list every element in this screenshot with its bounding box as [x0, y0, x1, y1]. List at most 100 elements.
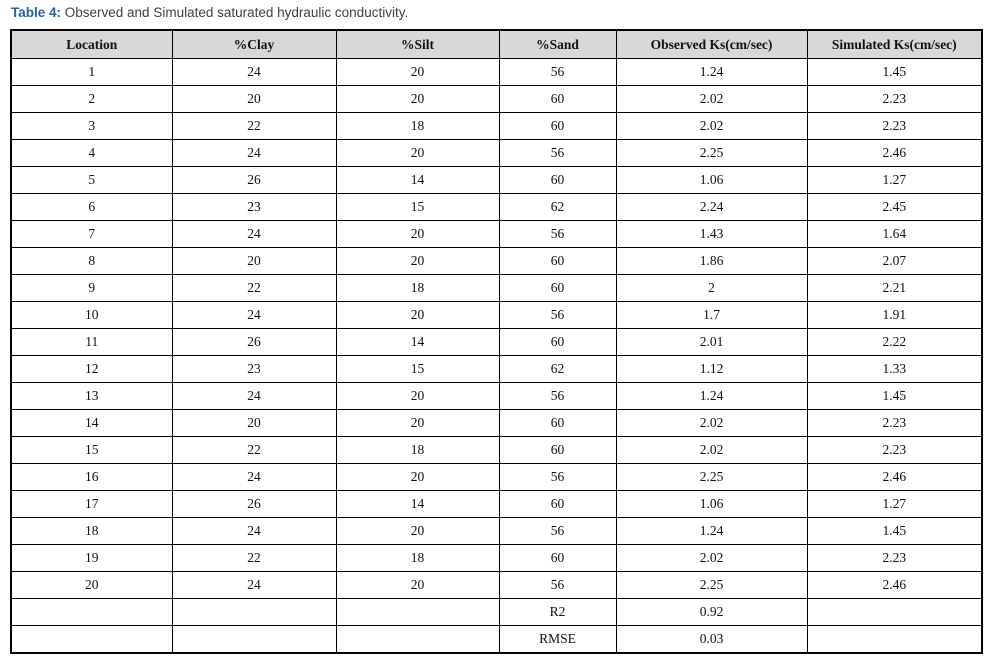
table-cell: 1.06 — [615, 166, 808, 194]
table-cell: 24 — [171, 463, 337, 491]
column-header: %Silt — [335, 29, 500, 59]
table-cell: 2.23 — [806, 112, 983, 140]
table-cell: 5 — [10, 166, 173, 194]
table-caption-label: Table 4: — [11, 5, 62, 20]
table-cell: 2.46 — [806, 139, 983, 167]
table-row: RMSE 0.03 — [10, 625, 983, 654]
table-cell: 24 — [171, 382, 337, 410]
table-cell: 1.24 — [615, 382, 808, 410]
table-cell: 20 — [335, 571, 500, 599]
table-cell: 2.46 — [806, 571, 983, 599]
table-cell: 17 — [10, 490, 173, 518]
table-row: 18 24 20 56 1.24 1.45 — [10, 517, 983, 545]
table-cell: 24 — [171, 220, 337, 248]
table-cell: 60 — [498, 409, 617, 437]
table-row: 7 24 20 56 1.43 1.64 — [10, 220, 983, 248]
table-cell: 26 — [171, 490, 337, 518]
table-cell: 2.02 — [615, 436, 808, 464]
table-cell: 2.46 — [806, 463, 983, 491]
table-cell: 56 — [498, 58, 617, 86]
table-cell: 1.7 — [615, 301, 808, 329]
table-row: 17 26 14 60 1.06 1.27 — [10, 490, 983, 518]
table-row: 15 22 18 60 2.02 2.23 — [10, 436, 983, 464]
table-cell: 4 — [10, 139, 173, 167]
table-cell: 0.92 — [615, 598, 808, 626]
table-cell: 19 — [10, 544, 173, 572]
table-cell: 2.23 — [806, 436, 983, 464]
table-cell: 15 — [10, 436, 173, 464]
table-cell: 24 — [171, 571, 337, 599]
table-cell — [171, 598, 337, 626]
table-cell: 6 — [10, 193, 173, 221]
table-caption: Table 4: Observed and Simulated saturate… — [11, 4, 985, 22]
table-cell — [171, 625, 337, 654]
table-cell: 20 — [335, 301, 500, 329]
column-header: Simulated Ks(cm/sec) — [806, 29, 983, 59]
table-cell: 18 — [335, 112, 500, 140]
table-cell: 20 — [171, 409, 337, 437]
table-cell: 22 — [171, 112, 337, 140]
table-cell: 1 — [10, 58, 173, 86]
table-cell — [10, 625, 173, 654]
table-cell: 2.07 — [806, 247, 983, 275]
table-cell: 62 — [498, 193, 617, 221]
table-cell: 1.45 — [806, 382, 983, 410]
table-cell: 1.91 — [806, 301, 983, 329]
table-cell: 1.27 — [806, 166, 983, 194]
table-cell: 12 — [10, 355, 173, 383]
table-cell: 56 — [498, 571, 617, 599]
table-cell: 2 — [615, 274, 808, 302]
table-body: 1 24 20 56 1.24 1.45 2 20 20 60 2.02 2.23 3 22 18 60 2.0… — [10, 58, 983, 654]
table-cell: 2.25 — [615, 463, 808, 491]
table-cell: 20 — [335, 409, 500, 437]
table-cell: 1.45 — [806, 58, 983, 86]
table-cell — [335, 625, 500, 654]
table-cell: 2.21 — [806, 274, 983, 302]
table-cell: 56 — [498, 301, 617, 329]
table-cell: 13 — [10, 382, 173, 410]
table-cell: 2.23 — [806, 85, 983, 113]
table-row: 3 22 18 60 2.02 2.23 — [10, 112, 983, 140]
table-cell: 11 — [10, 328, 173, 356]
table-cell: 22 — [171, 436, 337, 464]
table-cell: 1.43 — [615, 220, 808, 248]
column-header: %Clay — [171, 29, 337, 59]
table-cell: 24 — [171, 139, 337, 167]
table-cell: R2 — [498, 598, 617, 626]
table-row: 8 20 20 60 1.86 2.07 — [10, 247, 983, 275]
table-cell: 20 — [171, 247, 337, 275]
table-row: 9 22 18 60 2 2.21 — [10, 274, 983, 302]
table-cell: 60 — [498, 544, 617, 572]
table-cell: 2.02 — [615, 544, 808, 572]
table-cell: 60 — [498, 166, 617, 194]
table-cell: 1.45 — [806, 517, 983, 545]
column-header: %Sand — [498, 29, 617, 59]
table-cell: 20 — [10, 571, 173, 599]
table-cell: 24 — [171, 301, 337, 329]
table-cell: 23 — [171, 355, 337, 383]
table-cell: 56 — [498, 517, 617, 545]
table-cell: 62 — [498, 355, 617, 383]
table-cell — [806, 625, 983, 654]
table-cell — [806, 598, 983, 626]
table-caption-text: Observed and Simulated saturated hydraul… — [61, 5, 409, 20]
table-row: 2 20 20 60 2.02 2.23 — [10, 85, 983, 113]
table-cell: 56 — [498, 463, 617, 491]
table-cell: 8 — [10, 247, 173, 275]
table-cell: 20 — [335, 463, 500, 491]
table-cell — [335, 598, 500, 626]
table-cell: 60 — [498, 436, 617, 464]
table-cell: 20 — [335, 517, 500, 545]
table-row: 19 22 18 60 2.02 2.23 — [10, 544, 983, 572]
table-cell: 18 — [335, 274, 500, 302]
table-cell: 56 — [498, 382, 617, 410]
table-cell: 24 — [171, 517, 337, 545]
table-cell: 15 — [335, 355, 500, 383]
table-cell: 14 — [335, 328, 500, 356]
table-cell: 2.23 — [806, 544, 983, 572]
table-cell: 2.02 — [615, 409, 808, 437]
table-row: 11 26 14 60 2.01 2.22 — [10, 328, 983, 356]
column-header: Location — [10, 29, 173, 59]
ks-table: Location %Clay %Silt %Sand Observed Ks(cm/se… — [10, 29, 983, 654]
table-cell: 20 — [335, 247, 500, 275]
